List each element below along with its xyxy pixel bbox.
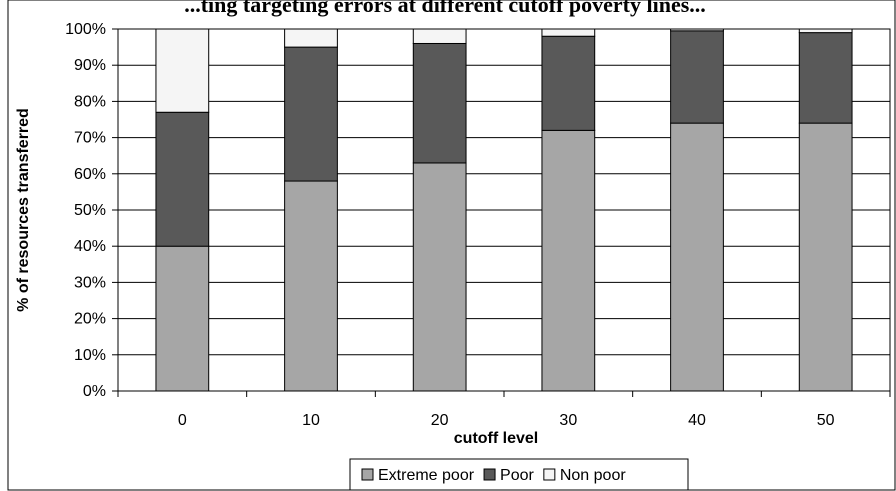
legend-swatch-non-poor bbox=[543, 468, 556, 481]
x-axis-title: cutoff level bbox=[454, 430, 538, 447]
x-tick-label: 30 bbox=[559, 412, 577, 429]
y-tick-label: 20% bbox=[74, 311, 106, 328]
y-tick-label: 10% bbox=[74, 347, 106, 364]
bar-segment-non-poor bbox=[155, 28, 210, 113]
bar-segment-poor bbox=[412, 42, 467, 164]
legend-swatch-extreme-poor bbox=[361, 468, 374, 481]
x-tick-label: 20 bbox=[431, 412, 449, 429]
bar-segment-non-poor bbox=[412, 28, 467, 44]
x-tick-label: 0 bbox=[178, 412, 187, 429]
bar-segment-extreme-poor bbox=[412, 162, 467, 392]
bars bbox=[155, 28, 853, 392]
y-tick-label: 100% bbox=[65, 21, 106, 38]
bar-segment-non-poor bbox=[284, 28, 338, 48]
bar-segment-poor bbox=[541, 35, 596, 131]
bar-segment-poor bbox=[670, 30, 724, 124]
y-axis-title: % of resources transferred bbox=[15, 108, 32, 312]
bar-segment-non-poor bbox=[670, 28, 724, 32]
x-tick-label: 10 bbox=[302, 412, 320, 429]
bar-segment-extreme-poor bbox=[798, 122, 853, 392]
y-tick-label: 0% bbox=[83, 383, 106, 400]
legend-swatch-poor bbox=[483, 468, 496, 481]
legend-label-extreme-poor: Extreme poor bbox=[378, 467, 475, 484]
legend-label-non-poor: Non poor bbox=[560, 467, 626, 484]
y-tick-label: 40% bbox=[74, 238, 106, 255]
legend-label-poor: Poor bbox=[500, 467, 534, 484]
bar-segment-poor bbox=[798, 32, 853, 124]
y-tick-label: 70% bbox=[74, 130, 106, 147]
y-tick-label: 30% bbox=[74, 274, 106, 291]
bar-segment-non-poor bbox=[541, 28, 596, 37]
gridlines bbox=[118, 64, 890, 356]
y-tick-label: 80% bbox=[74, 93, 106, 110]
y-tick-label: 90% bbox=[74, 57, 106, 74]
chart-title: ...ting targeting errors at different cu… bbox=[184, 0, 706, 17]
x-axis-ticks: 0 10 20 30 40 50 bbox=[117, 391, 891, 429]
bar-segment-extreme-poor bbox=[541, 129, 596, 392]
y-tick-label: 60% bbox=[74, 166, 106, 183]
legend: Extreme poor Poor Non poor bbox=[349, 458, 689, 491]
bar-segment-poor bbox=[284, 46, 338, 182]
bar-segment-non-poor bbox=[798, 28, 853, 34]
bar-segment-poor bbox=[155, 111, 210, 247]
bar-segment-extreme-poor bbox=[284, 180, 338, 392]
y-axis-ticks: 0% 10% 20% 30% 40% 50% 60% 70% 80% 90% 100% bbox=[65, 21, 118, 400]
bar-segment-extreme-poor bbox=[670, 122, 724, 392]
legend-box bbox=[349, 458, 689, 491]
bar-segment-extreme-poor bbox=[155, 245, 210, 392]
x-tick-label: 50 bbox=[817, 412, 835, 429]
y-tick-label: 50% bbox=[74, 202, 106, 219]
x-tick-label: 40 bbox=[688, 412, 706, 429]
